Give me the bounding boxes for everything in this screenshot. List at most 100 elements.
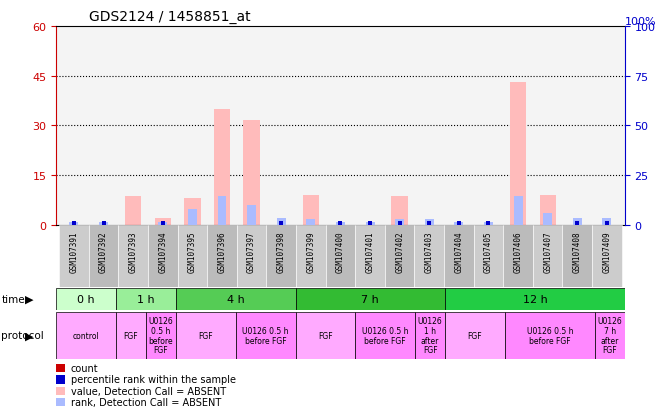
Text: rank, Detection Call = ABSENT: rank, Detection Call = ABSENT <box>71 397 221 407</box>
Bar <box>148 226 178 287</box>
Bar <box>398 221 402 225</box>
Bar <box>118 226 148 287</box>
Bar <box>207 226 237 287</box>
Text: GSM107405: GSM107405 <box>484 231 493 272</box>
Bar <box>486 221 490 225</box>
Bar <box>395 219 404 225</box>
Text: GSM107395: GSM107395 <box>188 231 197 272</box>
Bar <box>574 222 580 225</box>
Text: GSM107409: GSM107409 <box>602 231 611 272</box>
Text: U0126 0.5 h
before FGF: U0126 0.5 h before FGF <box>527 326 573 345</box>
Bar <box>214 109 230 225</box>
Bar <box>604 222 609 225</box>
Bar <box>72 221 76 225</box>
Text: GSM107399: GSM107399 <box>306 231 315 272</box>
Bar <box>217 196 227 225</box>
Bar <box>484 222 493 225</box>
Bar <box>295 312 356 359</box>
Bar <box>397 222 403 225</box>
Bar <box>160 222 166 225</box>
Bar <box>178 226 207 287</box>
Text: GSM107403: GSM107403 <box>425 231 434 272</box>
Text: U0126 0.5 h
before FGF: U0126 0.5 h before FGF <box>243 326 289 345</box>
Text: count: count <box>71 363 98 373</box>
Bar <box>59 226 89 287</box>
Bar <box>277 218 286 225</box>
Text: GSM107408: GSM107408 <box>573 231 582 272</box>
Text: FGF: FGF <box>124 331 138 340</box>
Text: ▶: ▶ <box>25 294 34 304</box>
Bar <box>266 226 296 287</box>
Bar <box>356 312 415 359</box>
Bar <box>326 226 355 287</box>
Bar <box>71 222 77 225</box>
Text: 4 h: 4 h <box>227 294 245 304</box>
Text: GDS2124 / 1458851_at: GDS2124 / 1458851_at <box>89 10 251 24</box>
Bar <box>338 222 343 225</box>
Bar <box>116 312 146 359</box>
Text: 0 h: 0 h <box>77 294 95 304</box>
Bar <box>243 121 260 225</box>
Bar <box>425 219 434 225</box>
Bar <box>184 199 200 225</box>
Bar <box>295 288 445 311</box>
Bar <box>336 222 345 225</box>
Bar <box>69 222 79 225</box>
Text: FGF: FGF <box>318 331 332 340</box>
Bar <box>161 221 165 225</box>
Bar <box>503 226 533 287</box>
Bar <box>338 221 342 225</box>
Bar <box>385 226 414 287</box>
Bar <box>158 222 167 225</box>
Bar <box>176 312 236 359</box>
Bar <box>444 226 474 287</box>
Bar <box>445 288 625 311</box>
Bar <box>366 222 375 225</box>
Text: FGF: FGF <box>198 331 213 340</box>
Bar <box>391 197 408 225</box>
Bar <box>474 226 503 287</box>
Bar <box>237 226 266 287</box>
Bar <box>125 197 141 225</box>
Bar <box>592 226 622 287</box>
Bar <box>573 218 582 225</box>
Text: U0126 0.5 h
before FGF: U0126 0.5 h before FGF <box>362 326 408 345</box>
Bar <box>505 312 595 359</box>
Bar <box>56 288 116 311</box>
Bar <box>303 195 319 225</box>
Bar <box>279 221 283 225</box>
Bar <box>188 209 197 225</box>
Bar <box>367 222 373 225</box>
Text: GSM107400: GSM107400 <box>336 231 345 272</box>
Bar <box>100 222 106 225</box>
Bar <box>456 222 461 225</box>
Text: GSM107407: GSM107407 <box>543 231 552 272</box>
Bar <box>514 196 523 225</box>
Bar <box>236 312 295 359</box>
Bar <box>427 221 431 225</box>
Text: GSM107394: GSM107394 <box>158 231 167 272</box>
Bar <box>247 205 256 225</box>
Bar <box>306 219 315 225</box>
Bar <box>510 83 526 225</box>
Text: time: time <box>1 294 25 304</box>
Text: value, Detection Call = ABSENT: value, Detection Call = ABSENT <box>71 386 226 396</box>
Text: U0126
7 h
after
FGF: U0126 7 h after FGF <box>598 316 622 355</box>
Bar <box>415 312 445 359</box>
Text: GSM107402: GSM107402 <box>395 231 404 272</box>
Bar <box>99 222 108 225</box>
Text: ▶: ▶ <box>25 330 34 341</box>
Bar <box>605 221 609 225</box>
Text: 12 h: 12 h <box>522 294 547 304</box>
Bar <box>116 288 176 311</box>
Text: 1 h: 1 h <box>137 294 155 304</box>
Text: percentile rank within the sample: percentile rank within the sample <box>71 375 236 385</box>
Text: control: control <box>73 331 99 340</box>
Bar <box>602 218 611 225</box>
Text: GSM107398: GSM107398 <box>277 231 286 272</box>
Bar <box>146 312 176 359</box>
Text: FGF: FGF <box>468 331 483 340</box>
Text: GSM107392: GSM107392 <box>99 231 108 272</box>
Text: protocol: protocol <box>1 330 44 341</box>
Bar <box>355 226 385 287</box>
